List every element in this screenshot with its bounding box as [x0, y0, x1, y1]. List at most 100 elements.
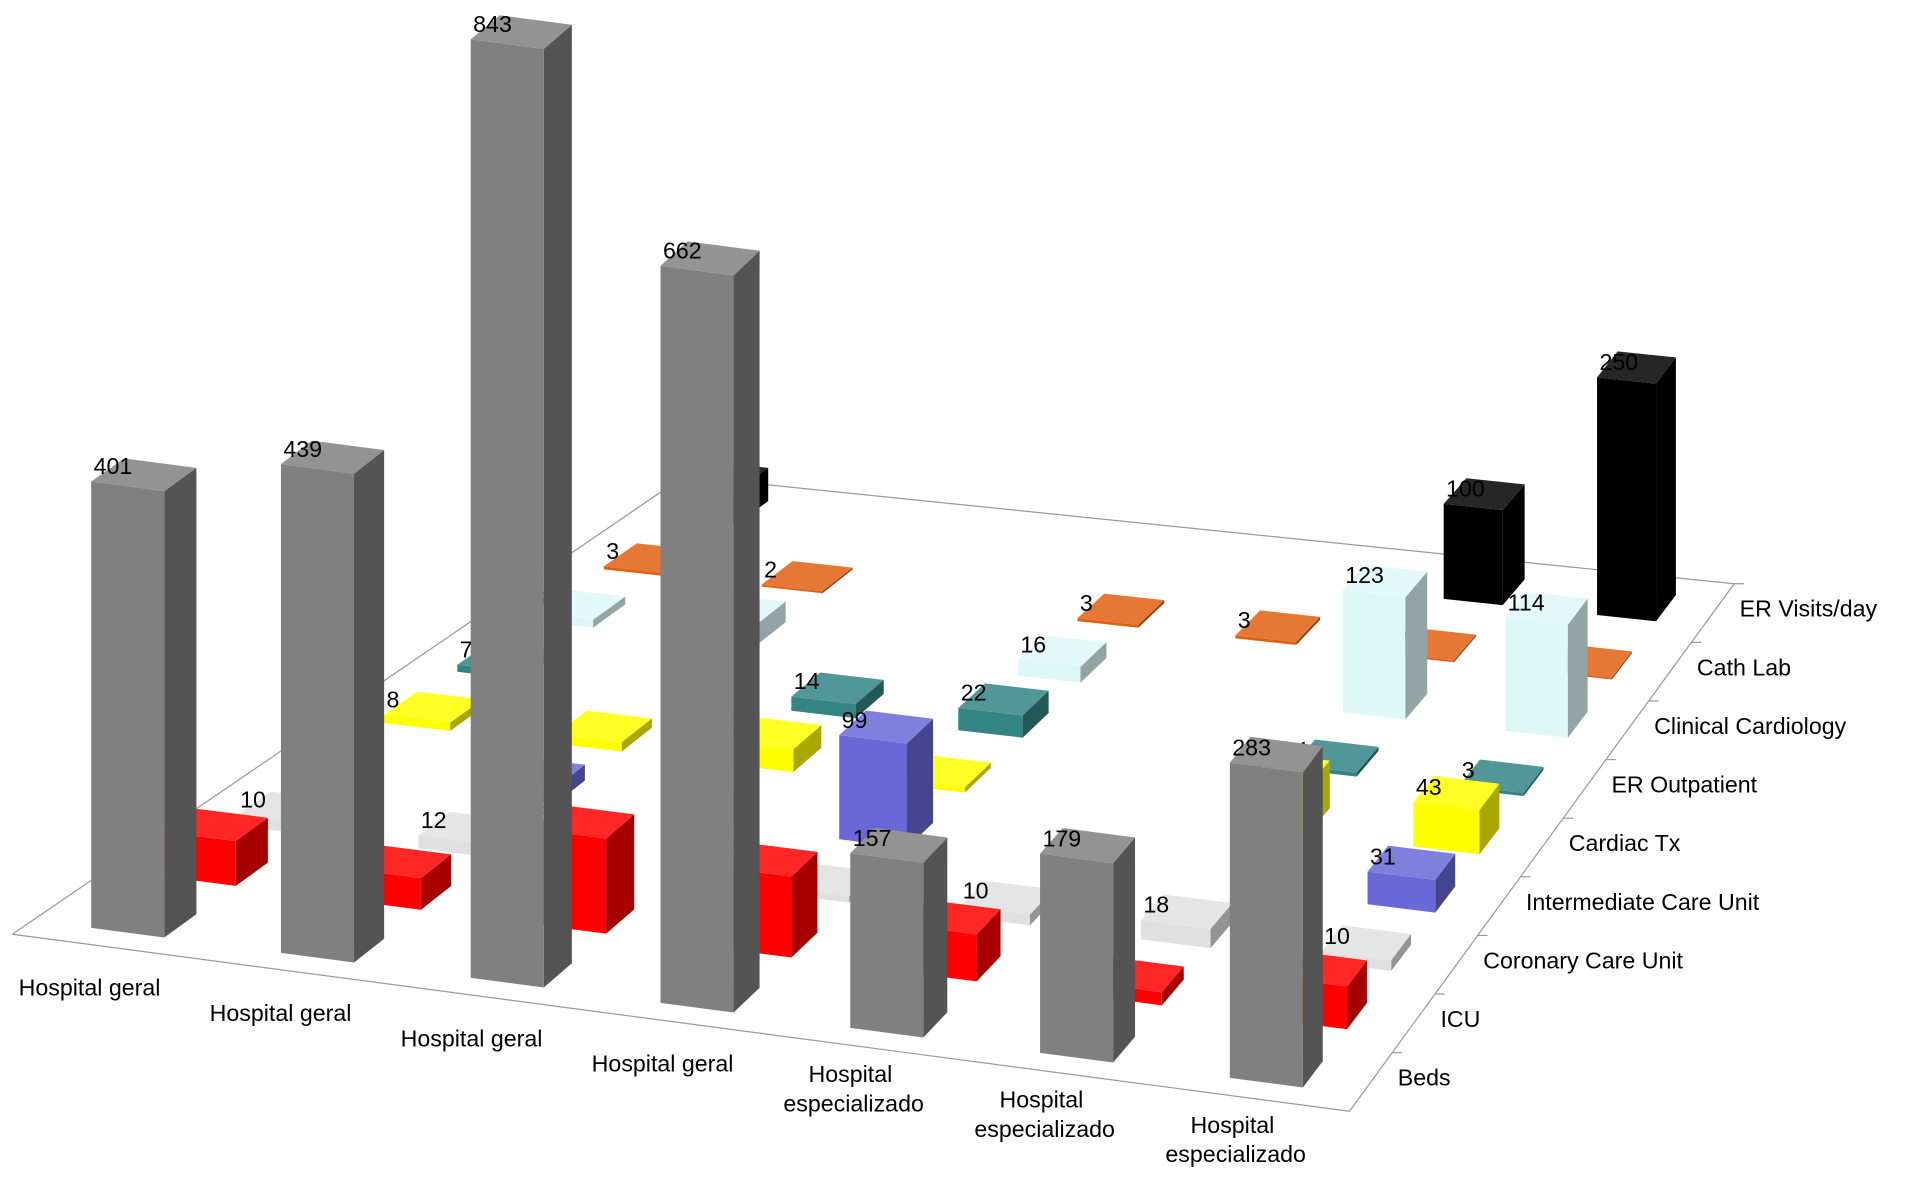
bar-side [235, 817, 268, 886]
bar [1505, 591, 1588, 738]
bar-front [761, 584, 823, 594]
bar-front [1367, 871, 1436, 913]
data-label: 31 [1370, 843, 1396, 869]
bar-side [1479, 783, 1500, 855]
bar-side [354, 450, 385, 963]
data-label: 7 [460, 636, 473, 662]
data-label: 43 [1416, 774, 1442, 800]
data-label: 401 [94, 453, 133, 479]
bar [1367, 845, 1456, 913]
bar-top [1077, 593, 1165, 625]
bar-side [1347, 960, 1367, 1030]
bar-front [1505, 617, 1568, 738]
bar-side [606, 814, 635, 934]
bar-front [1140, 920, 1211, 949]
bar [1235, 610, 1321, 646]
category-label: Hospital geral [210, 1000, 352, 1026]
bar [280, 440, 385, 963]
category-label: Hospital geral [401, 1025, 543, 1051]
bar-front [839, 735, 907, 848]
bar-front [470, 39, 544, 988]
category-label: Hospital especializado [974, 1087, 1115, 1142]
bar-top [1342, 564, 1428, 598]
data-label: 8 [387, 686, 400, 712]
category-label: Hospital geral [592, 1051, 734, 1077]
data-label: 123 [1345, 562, 1384, 588]
bar-top [1235, 610, 1321, 643]
data-label: 3 [1238, 607, 1251, 633]
data-label: 250 [1599, 349, 1638, 375]
data-label: 3 [1080, 590, 1093, 616]
bar-top [1367, 845, 1456, 881]
data-label: 22 [961, 680, 987, 706]
bar-top [850, 828, 948, 863]
bar-top [761, 561, 853, 592]
bar-side [755, 601, 786, 647]
bar-front [850, 853, 924, 1038]
bar [1140, 894, 1233, 949]
bar-side [164, 467, 197, 938]
bar [1443, 478, 1525, 606]
bar-front [555, 734, 622, 752]
bar [761, 561, 853, 594]
bar-side [1567, 598, 1588, 738]
data-label: 3 [1462, 757, 1475, 783]
bar-top [384, 691, 483, 723]
series-label: ICU [1440, 1006, 1480, 1032]
bar-front [1017, 659, 1081, 683]
data-label: 3 [606, 538, 619, 564]
data-label: 2 [764, 556, 777, 582]
bar [660, 241, 760, 1013]
data-label: 283 [1232, 734, 1271, 760]
series-label: Clinical Cardiology [1654, 713, 1846, 739]
series-label: Cath Lab [1697, 654, 1791, 680]
bar-top [1505, 591, 1588, 625]
bar-top [1321, 925, 1412, 961]
data-label: 10 [1324, 923, 1350, 949]
bar-side [733, 250, 760, 1013]
floor-edge [1349, 583, 1735, 1112]
bar [850, 828, 948, 1038]
category-label: Hospital especializado [783, 1061, 924, 1116]
bar-front [958, 707, 1023, 738]
bar-front [1413, 802, 1480, 855]
bar-front [603, 566, 665, 576]
series-label: Intermediate Care Unit [1526, 889, 1760, 915]
bar-front [1077, 618, 1139, 628]
bar-side [1523, 766, 1544, 797]
bar-side [1356, 746, 1379, 777]
data-label: 114 [1508, 589, 1545, 615]
data-label: 18 [1143, 892, 1169, 918]
bar-front [791, 696, 856, 719]
data-label: 10 [963, 878, 989, 904]
bar [1017, 635, 1107, 683]
bar-top [958, 683, 1049, 716]
data-label: 16 [1020, 631, 1046, 657]
bar-top [280, 440, 385, 474]
bar [470, 15, 572, 988]
bar [1342, 564, 1428, 720]
bar-side [791, 851, 818, 958]
bar-front [1229, 762, 1303, 1088]
bar-side [1454, 634, 1476, 663]
bar-top [960, 880, 1054, 915]
data-label: 179 [1043, 825, 1082, 851]
bar-front [418, 835, 488, 858]
data-label: 662 [663, 238, 702, 264]
series-label: Coronary Care Unit [1483, 947, 1683, 973]
bar-side [1138, 600, 1165, 628]
bar-side [1080, 642, 1107, 683]
series-label: Beds [1398, 1065, 1451, 1091]
bar [791, 672, 884, 719]
bar-top [839, 710, 934, 744]
bar-side [1391, 933, 1412, 971]
data-label: 100 [1446, 476, 1485, 502]
bar-top [1597, 351, 1676, 384]
bar-front [1443, 503, 1503, 606]
bar-front [1597, 377, 1657, 622]
bar-top [1040, 828, 1136, 864]
bar-top [1140, 894, 1233, 929]
bar-front [1040, 853, 1114, 1063]
bar-side [1502, 484, 1525, 606]
